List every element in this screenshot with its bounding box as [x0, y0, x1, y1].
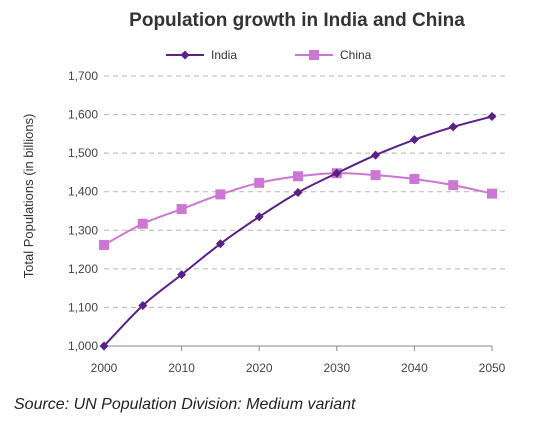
y-tick-label: 1,100: [68, 300, 98, 314]
chart-legend: India China: [166, 48, 372, 62]
y-tick-label: 1,000: [68, 339, 98, 353]
data-point-china: [137, 218, 148, 229]
y-axis-label: Total Populations (in billions): [21, 114, 36, 279]
series-china: [99, 168, 497, 250]
data-point-china: [99, 239, 109, 250]
data-point-china: [215, 189, 226, 200]
chart-title: Population growth in India and China: [129, 10, 465, 31]
data-point-india: [293, 187, 303, 197]
legend-marker: [309, 50, 319, 60]
legend-label: China: [340, 48, 372, 62]
y-axis-ticks: 1,000 1,100 1,200 1,300 1,400 1,500 1,600 1,700: [68, 69, 98, 353]
data-point-india: [177, 270, 187, 280]
data-point-india: [409, 135, 419, 145]
source-note: Source: UN Population Division: Medium v…: [14, 396, 356, 413]
x-tick-label: 2010: [168, 361, 195, 375]
x-tick-label: 2020: [246, 361, 273, 375]
x-tick-label: 2030: [323, 361, 350, 375]
data-point-china: [370, 170, 381, 181]
data-point-india: [487, 112, 497, 121]
y-tick-label: 1,400: [68, 185, 98, 199]
data-point-india: [371, 150, 381, 160]
x-tick-label: 2050: [479, 361, 506, 375]
data-point-india: [99, 341, 109, 351]
series-layer: [99, 112, 497, 351]
data-point-china: [448, 180, 459, 191]
legend-marker: [180, 50, 190, 60]
data-point-india: [448, 122, 458, 132]
data-point-china: [409, 173, 420, 184]
data-point-india: [138, 301, 148, 310]
data-point-china: [254, 177, 265, 188]
x-tick-label: 2000: [91, 361, 118, 375]
data-point-china: [487, 188, 497, 199]
x-tick-label: 2040: [401, 361, 428, 375]
data-point-india: [254, 212, 264, 222]
y-tick-label: 1,700: [68, 69, 98, 83]
y-tick-label: 1,200: [68, 262, 98, 276]
y-tick-label: 1,600: [68, 108, 98, 122]
data-point-india: [332, 168, 342, 178]
legend-label: India: [211, 48, 237, 62]
x-axis: 2000 2010 2020 2030 2040 2050: [91, 345, 506, 375]
y-tick-label: 1,300: [68, 223, 98, 237]
data-point-china: [293, 171, 303, 182]
series-line-india: [103, 115, 493, 347]
series-line-china: [103, 172, 493, 246]
gridlines: [104, 75, 506, 308]
y-tick-label: 1,500: [68, 146, 98, 160]
series-india: [99, 112, 497, 351]
data-point-india: [215, 239, 225, 249]
data-point-china: [176, 204, 187, 215]
